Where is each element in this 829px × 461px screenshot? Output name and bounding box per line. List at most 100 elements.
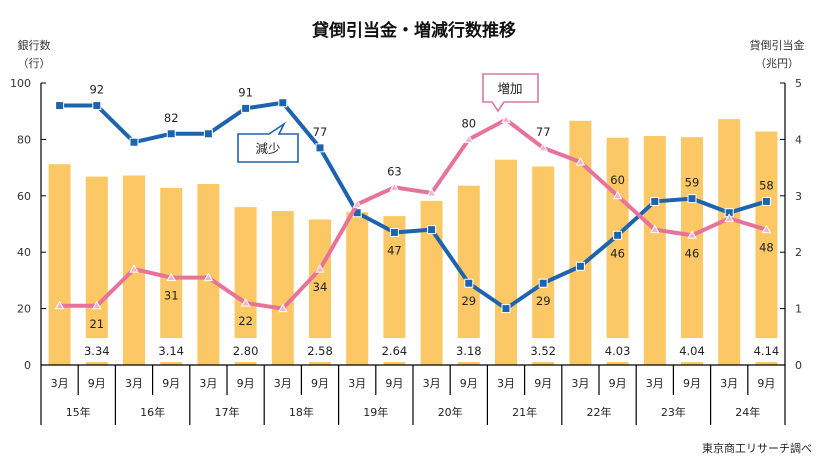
category-label: 3月 xyxy=(571,377,589,390)
increase-data-label: 48 xyxy=(759,241,774,255)
increase-marker xyxy=(240,297,251,307)
bar-label-background xyxy=(158,338,185,362)
bar-label-background xyxy=(679,338,705,362)
bar-label-background xyxy=(604,338,631,362)
callout-increase: 増加 xyxy=(482,73,539,113)
decrease-data-label: 77 xyxy=(313,125,328,139)
increase-data-label: 21 xyxy=(89,317,104,331)
category-label: 9月 xyxy=(757,377,775,390)
bar-label-background xyxy=(232,338,259,362)
right-tick-label: 3 xyxy=(795,190,802,203)
line-data-labels: 92 82 91 77 47 29 29 46 59 58 21 31 22 34 63 80 77 60 46 48 xyxy=(89,83,773,331)
decrease-marker xyxy=(687,194,697,204)
bar xyxy=(85,176,108,365)
right-axis-title: 貸倒引当金 xyxy=(750,38,805,52)
decrease-marker xyxy=(650,196,660,206)
bar xyxy=(271,211,294,365)
bar xyxy=(383,216,406,365)
callout-increase-box xyxy=(482,73,539,113)
bar xyxy=(234,207,257,365)
decrease-marker xyxy=(166,129,176,139)
bar xyxy=(606,137,629,365)
left-tick-label: 40 xyxy=(17,246,31,259)
decrease-data-label: 29 xyxy=(461,294,476,308)
increase-data-label: 31 xyxy=(164,289,179,303)
left-axis-unit: （行） xyxy=(18,57,51,70)
increase-marker xyxy=(538,142,549,152)
decrease-data-label: 59 xyxy=(685,176,700,190)
decrease-marker xyxy=(203,129,213,139)
increase-marker xyxy=(315,264,325,273)
group-label: 15年 xyxy=(66,405,91,419)
bar-label-background xyxy=(530,338,557,362)
increase-marker xyxy=(463,134,474,143)
increase-data-label: 34 xyxy=(313,280,328,294)
increase-data-label: 22 xyxy=(238,314,253,328)
category-label: 3月 xyxy=(423,377,441,390)
decrease-marker xyxy=(538,278,548,288)
category-label: 9月 xyxy=(460,377,478,390)
group-label: 19年 xyxy=(363,405,388,419)
decrease-marker xyxy=(575,261,585,271)
right-tick-label: 4 xyxy=(795,133,802,146)
category-label: 3月 xyxy=(274,377,292,390)
category-label: 3月 xyxy=(497,377,515,390)
category-label: 3月 xyxy=(125,377,143,390)
decrease-marker xyxy=(761,196,771,206)
bar xyxy=(48,164,71,365)
bar-series xyxy=(48,119,778,366)
category-label: 3月 xyxy=(199,377,217,390)
group-label: 18年 xyxy=(289,405,314,419)
decrease-data-label: 82 xyxy=(164,111,179,125)
line-series xyxy=(54,98,772,314)
category-label: 3月 xyxy=(646,377,664,390)
left-tick-label: 80 xyxy=(17,133,31,146)
callout-decrease: 減少 xyxy=(237,121,299,163)
decrease-marker xyxy=(464,278,474,288)
category-label: 9月 xyxy=(534,377,552,390)
category-label: 9月 xyxy=(609,377,627,390)
bar-label-background xyxy=(753,338,780,362)
bar-label-background xyxy=(83,338,110,362)
right-tick-label: 5 xyxy=(795,77,802,90)
bar xyxy=(495,159,517,365)
bar xyxy=(643,136,666,365)
group-label: 16年 xyxy=(140,405,165,419)
group-label: 17年 xyxy=(215,405,240,419)
category-label: 9月 xyxy=(88,377,106,390)
callout-decrease-box xyxy=(237,121,299,163)
decrease-marker xyxy=(55,101,65,111)
category-label: 3月 xyxy=(348,377,366,390)
increase-data-label: 80 xyxy=(461,116,476,130)
x-axis: 3月 9月 3月 9月 3月 9月 3月 9月 3月 9月 3月 9月 3月 9月 3月 9月 3月 9月 3月 9月… xyxy=(40,365,786,425)
increase-data-label: 46 xyxy=(685,246,700,260)
bar xyxy=(755,131,778,365)
bar-data-label: 3.14 xyxy=(158,344,184,358)
category-label: 3月 xyxy=(51,377,69,390)
group-label: 20年 xyxy=(438,405,463,419)
group-label: 24年 xyxy=(735,405,760,419)
bar xyxy=(718,119,741,365)
left-tick-label: 100 xyxy=(10,77,31,90)
bar xyxy=(346,212,369,365)
bar-data-label: 2.64 xyxy=(382,344,408,358)
decrease-data-label: 29 xyxy=(536,294,551,308)
category-label: 9月 xyxy=(385,377,403,390)
decrease-marker xyxy=(501,304,511,314)
decrease-data-label: 92 xyxy=(89,83,104,97)
increase-data-label: 63 xyxy=(387,164,402,178)
increase-marker xyxy=(277,303,288,313)
bar xyxy=(457,185,480,365)
increase-marker xyxy=(129,264,139,273)
increase-marker xyxy=(166,272,177,282)
bar-data-label: 3.34 xyxy=(84,344,110,358)
increase-marker xyxy=(687,230,697,239)
increase-marker xyxy=(501,114,511,124)
increase-line xyxy=(59,117,767,311)
callout-decrease-text: 減少 xyxy=(255,141,280,156)
increase-marker xyxy=(575,156,586,166)
decrease-marker xyxy=(92,101,102,111)
decrease-marker xyxy=(241,103,251,113)
increase-marker xyxy=(724,213,735,222)
